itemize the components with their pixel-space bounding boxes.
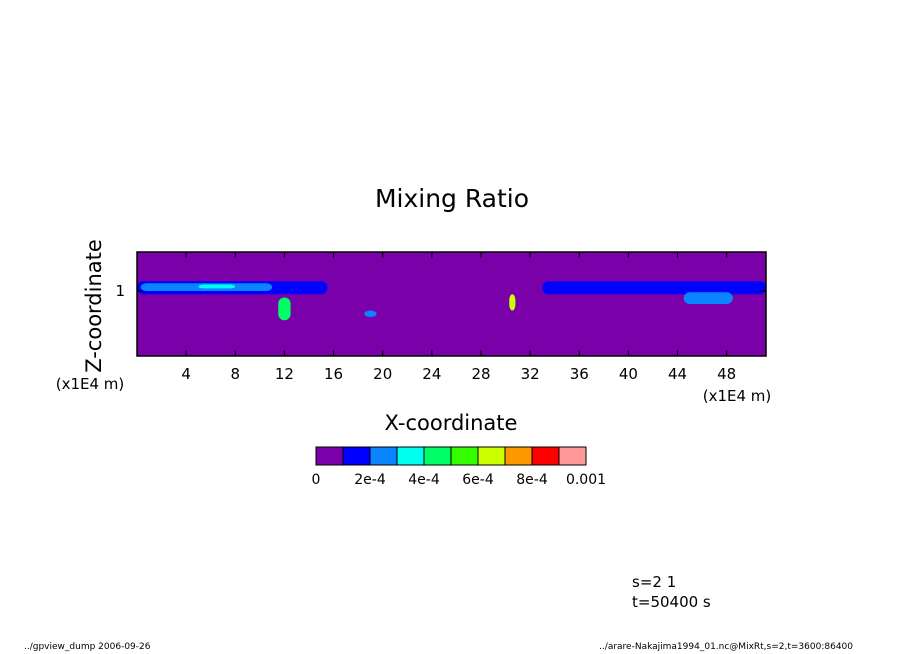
colorbar-swatch-3 — [396, 446, 425, 466]
colorbar: 0 2e-4 4e-4 6e-4 8e-4 0.001 — [312, 446, 606, 488]
colorbar-swatch-8 — [531, 446, 560, 466]
annotation-s: s=2 1 — [632, 573, 676, 591]
x-tick-label-6: 28 — [471, 365, 490, 383]
x-tick-label-10: 44 — [668, 365, 687, 383]
colorbar-swatch-5 — [450, 446, 479, 466]
contour-region-3 — [278, 297, 291, 321]
x-axis-label: X-coordinate — [385, 411, 518, 435]
contour-region-5 — [364, 310, 377, 317]
y-axis: 1 — [115, 282, 766, 300]
colorbar-swatch-6 — [477, 446, 506, 466]
x-tick-label-9: 40 — [619, 365, 638, 383]
contour-region-6 — [542, 281, 766, 295]
x-tick-label-5: 24 — [422, 365, 441, 383]
x-tick-label-3: 16 — [324, 365, 343, 383]
colorbar-label-2: 4e-4 — [408, 472, 440, 488]
footer-right: ../arare-Nakajima1994_01.nc@MixRt,s=2,t=… — [599, 642, 853, 652]
colorbar-swatch-1 — [342, 446, 371, 466]
colorbar-swatch-0 — [315, 446, 344, 466]
colorbar-swatch-7 — [504, 446, 533, 466]
footer-left: ../gpview_dump 2006-09-26 — [24, 642, 151, 652]
contour-region-2 — [198, 284, 236, 289]
x-axis-unit: (x1E4 m) — [703, 387, 772, 405]
y-axis-label: Z-coordinate — [82, 239, 106, 373]
x-tick-label-7: 32 — [521, 365, 540, 383]
contour-region-4 — [509, 294, 516, 311]
x-tick-label-4: 20 — [373, 365, 392, 383]
plot-background — [137, 252, 766, 356]
chart-title: Mixing Ratio — [375, 184, 529, 213]
annotation-t: t=50400 s — [632, 593, 711, 611]
plot-frame — [136, 251, 767, 357]
contour-region-7 — [683, 292, 733, 304]
x-tick-label-1: 8 — [231, 365, 241, 383]
x-tick-label-0: 4 — [181, 365, 191, 383]
y-axis-unit: (x1E4 m) — [56, 375, 125, 393]
x-tick-label-2: 12 — [275, 365, 294, 383]
colorbar-label-0: 0 — [312, 472, 321, 488]
x-axis: 4 8 12 16 20 24 28 32 36 40 44 48 — [181, 252, 736, 383]
colorbar-swatch-4 — [423, 446, 452, 466]
colorbar-label-3: 6e-4 — [462, 472, 494, 488]
colorbar-swatch-2 — [369, 446, 398, 466]
colorbar-swatch-9 — [558, 446, 587, 466]
colorbar-label-5: 0.001 — [566, 472, 606, 488]
colorbar-label-1: 2e-4 — [354, 472, 386, 488]
x-tick-label-11: 48 — [717, 365, 736, 383]
plot-area — [137, 252, 766, 356]
x-tick-label-8: 36 — [570, 365, 589, 383]
y-tick-label-0: 1 — [115, 282, 125, 300]
colorbar-label-4: 8e-4 — [516, 472, 548, 488]
